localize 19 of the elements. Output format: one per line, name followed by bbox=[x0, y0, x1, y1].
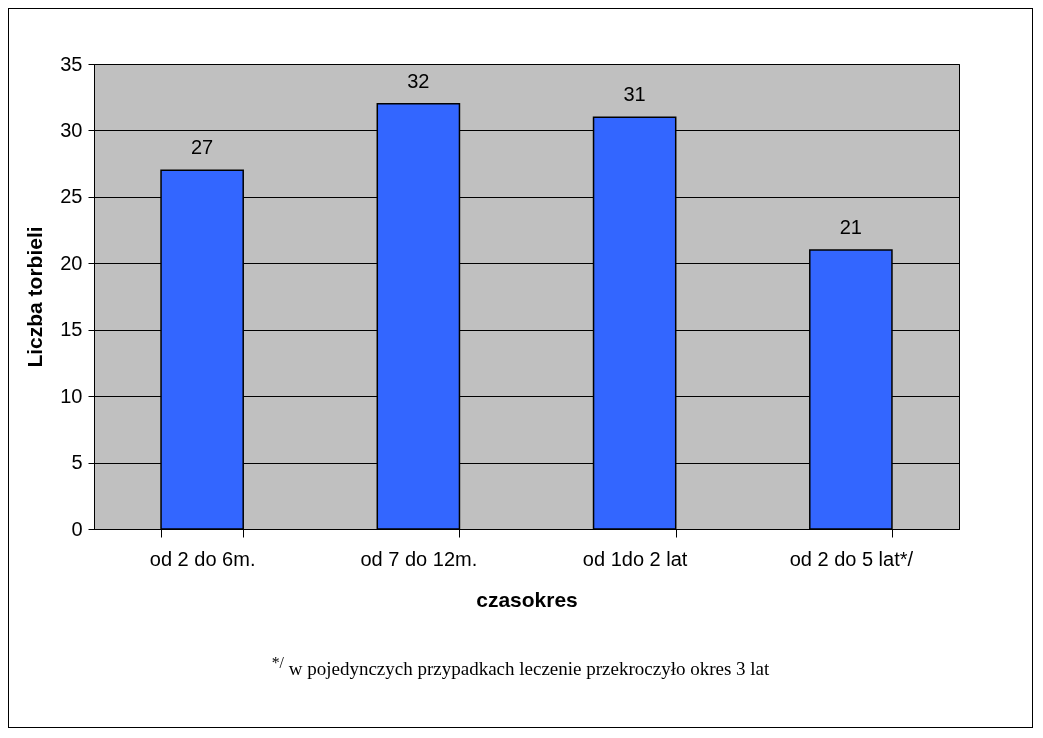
y-tick-label: 30 bbox=[60, 118, 83, 141]
data-label: 27 bbox=[191, 136, 214, 159]
y-tick-label: 25 bbox=[60, 185, 83, 208]
x-tick-label: od 2 do 5 lat*/ bbox=[789, 547, 914, 570]
data-label: 31 bbox=[623, 83, 646, 106]
x-tick-label: od 7 do 12m. bbox=[360, 547, 478, 570]
y-tick-label: 10 bbox=[60, 384, 83, 407]
y-tick-label: 0 bbox=[71, 517, 83, 540]
x-axis-title: czasokres bbox=[476, 587, 578, 611]
x-tick-label: od 1do 2 lat bbox=[582, 547, 688, 570]
data-label: 21 bbox=[839, 216, 862, 238]
y-tick-label: 5 bbox=[71, 451, 83, 474]
y-tick-label: 35 bbox=[60, 52, 83, 75]
text: $^{*/}$ w pojedynczych przypadkach leczenie przekroczyło okres 3 lat bbox=[270, 654, 771, 681]
x-tick-label: od 2 do 6m. bbox=[149, 547, 256, 570]
y-tick-label: 20 bbox=[60, 251, 83, 274]
y-axis-title: Liczba torbieli bbox=[23, 226, 47, 368]
data-label: 32 bbox=[407, 69, 430, 92]
y-tick-label: 15 bbox=[60, 318, 83, 341]
